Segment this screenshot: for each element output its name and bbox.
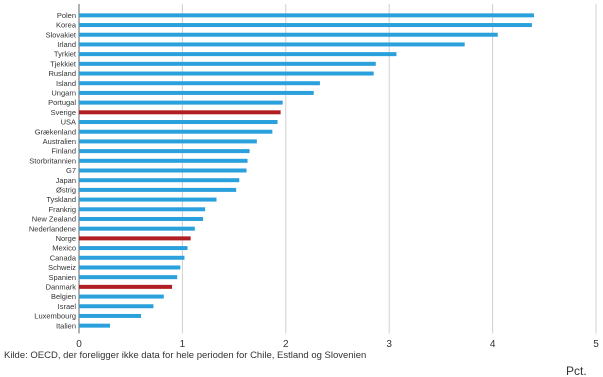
x-tick-label: 0 (76, 339, 82, 350)
category-label: Slovakiet (46, 30, 77, 39)
bars (79, 13, 534, 328)
bar (79, 226, 195, 231)
category-label: Norge (56, 234, 76, 243)
bar (79, 90, 314, 95)
x-tick-label: 2 (283, 339, 289, 350)
category-label: USA (61, 118, 76, 127)
bar (79, 294, 164, 299)
category-label: Storbritannien (29, 156, 76, 165)
bar (79, 265, 181, 270)
bar (79, 313, 142, 318)
category-label: New Zealand (32, 215, 76, 224)
bar (79, 61, 376, 66)
category-label: Tjekkiet (50, 59, 77, 68)
bar (79, 120, 278, 125)
bar (79, 216, 204, 221)
category-label: Polen (57, 11, 76, 20)
x-axis-unit-label: Pct. (566, 364, 587, 377)
category-label: Mexico (52, 244, 76, 253)
category-label: Sverige (51, 108, 76, 117)
category-label: G7 (66, 166, 76, 175)
category-label: Portugal (48, 98, 76, 107)
x-tick-label: 5 (593, 339, 599, 350)
x-tick-label: 3 (386, 339, 392, 350)
bar (79, 158, 248, 163)
category-label: Canada (50, 253, 77, 262)
bar (79, 323, 111, 328)
category-label: Østrig (56, 185, 76, 194)
category-label: Spanien (48, 273, 76, 282)
category-label: Korea (56, 21, 77, 30)
category-label: Belgien (51, 292, 76, 301)
bar (79, 129, 273, 134)
category-label: Finland (51, 147, 76, 156)
category-label: Island (56, 79, 76, 88)
category-label: Schweiz (48, 263, 76, 272)
bar (79, 100, 283, 105)
category-label: Danmark (46, 282, 77, 291)
category-label: Ungarn (51, 89, 76, 98)
bar (79, 52, 397, 57)
category-label: Tyrkiet (54, 50, 77, 59)
bar (79, 23, 532, 28)
category-label: Rusland (48, 69, 76, 78)
x-tick-label: 4 (490, 339, 496, 350)
bar (79, 284, 173, 289)
category-label: Grækenland (35, 127, 76, 136)
bar (79, 275, 178, 280)
bar (79, 13, 534, 18)
bar (79, 246, 188, 251)
bar (79, 110, 281, 115)
bar (79, 187, 237, 192)
bar (79, 149, 250, 154)
bar (79, 81, 320, 86)
bar (79, 71, 374, 76)
x-tick-label: 1 (180, 339, 186, 350)
bar (79, 32, 498, 37)
category-label: Italien (56, 321, 76, 330)
category-label: Frankrig (48, 205, 76, 214)
category-label: Irland (57, 40, 76, 49)
source-note: Kilde: OECD, der foreligger ikke data fo… (4, 350, 367, 361)
bar (79, 168, 247, 173)
category-label: Nederlandene (29, 224, 76, 233)
bar (79, 304, 154, 309)
category-labels: PolenKoreaSlovakietIrlandTyrkietTjekkiet… (29, 11, 77, 330)
bar (79, 236, 191, 241)
category-label: Tyskland (46, 195, 76, 204)
bar (79, 178, 240, 183)
bar (79, 255, 185, 260)
bar (79, 207, 206, 212)
category-label: Luxembourg (34, 312, 76, 321)
bar (79, 197, 217, 202)
category-label: Australien (43, 137, 76, 146)
bar (79, 42, 465, 47)
x-axis-tick-labels: 0 1 2 3 4 5 (76, 339, 599, 350)
category-label: Israel (58, 302, 77, 311)
category-label: Japan (56, 176, 76, 185)
bar (79, 139, 257, 144)
